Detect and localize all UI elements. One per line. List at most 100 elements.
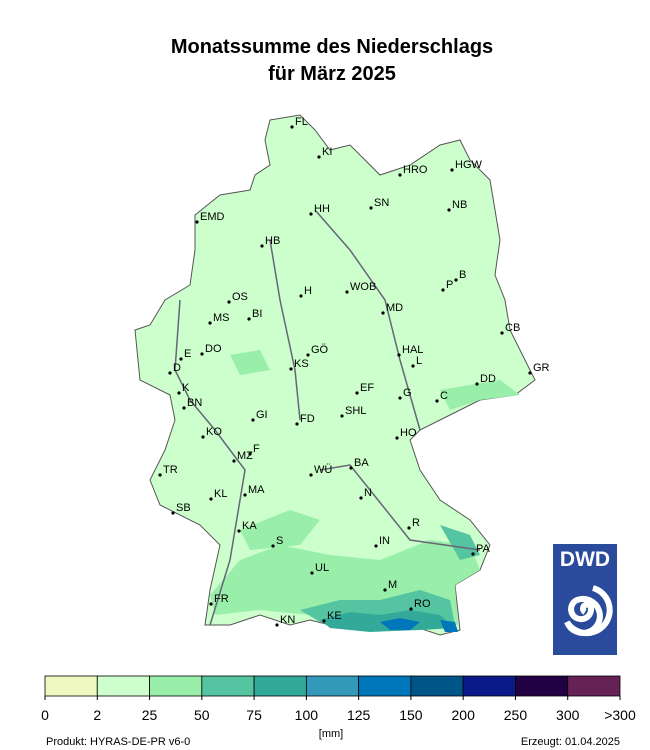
legend-unit: [mm]	[319, 728, 343, 740]
city-label: S	[276, 535, 283, 547]
city-label: C	[440, 390, 448, 402]
city-label: HB	[265, 235, 280, 247]
city-dot	[227, 300, 231, 304]
city-label: KL	[214, 488, 227, 500]
title-line: für März 2025	[268, 63, 396, 85]
river	[174, 209, 481, 626]
city-dot	[251, 418, 255, 422]
city-dot	[310, 571, 314, 575]
city-dot	[409, 607, 413, 611]
city-dot	[248, 452, 252, 456]
city-label: L	[416, 355, 422, 367]
city-label: WOB	[350, 281, 376, 293]
city-dot	[260, 244, 264, 248]
city-dot	[299, 294, 303, 298]
precip-patch	[440, 380, 520, 410]
city-label: HO	[400, 427, 417, 439]
city-dot	[243, 493, 247, 497]
city-dot	[395, 436, 399, 440]
precip-patch	[230, 350, 270, 375]
city-label: IN	[379, 535, 390, 547]
legend-swatch	[253, 675, 307, 697]
city-dot	[177, 391, 181, 395]
city-dot	[179, 357, 183, 361]
city-label: E	[184, 348, 191, 360]
city-dot	[195, 220, 199, 224]
city-label: MZ	[237, 450, 253, 462]
city-dot	[450, 168, 454, 172]
legend-label: 300	[556, 707, 580, 723]
city-label: KE	[327, 610, 342, 622]
city-label: MA	[248, 484, 265, 496]
precip-patch	[440, 620, 458, 632]
legend-swatch	[305, 675, 360, 697]
city-dot	[271, 544, 275, 548]
city-label: HAL	[402, 344, 423, 356]
legend-swatch	[358, 675, 412, 697]
city-dot	[171, 511, 175, 515]
city-dot	[441, 288, 445, 292]
city-dot	[359, 496, 363, 500]
legend-swatch	[462, 675, 516, 697]
city-dot	[374, 544, 378, 548]
precip-patch	[440, 525, 480, 560]
city-label: MS	[213, 312, 230, 324]
city-label: FD	[300, 413, 315, 425]
legend-label: 50	[194, 707, 210, 723]
city-dot	[381, 311, 385, 315]
city-label: M	[388, 579, 397, 591]
legend-swatch	[515, 675, 569, 697]
city-dot	[345, 290, 349, 294]
city-label: R	[412, 517, 420, 529]
city-dot	[209, 602, 213, 606]
city-label: HH	[314, 203, 330, 215]
legend-label: 75	[246, 707, 262, 723]
city-label: PA	[476, 543, 491, 555]
legend-label: 2	[93, 707, 101, 723]
legend: 0 2 25 50 75 100 125 150 200 250 300 >300	[41, 675, 636, 723]
city-dot	[208, 321, 212, 325]
city-dot	[290, 125, 294, 129]
city-dot	[349, 466, 353, 470]
city-dot	[158, 473, 162, 477]
city-dot	[398, 396, 402, 400]
legend-swatch	[410, 675, 464, 697]
city-label: GÖ	[311, 344, 329, 356]
city-dot	[369, 206, 373, 210]
city-label: N	[364, 487, 372, 499]
city-label: KA	[242, 520, 257, 532]
city-label: TR	[163, 464, 178, 476]
title-line: Monatssumme des Niederschlags	[171, 36, 493, 58]
city-dot	[383, 588, 387, 592]
logo-text: DWD	[560, 548, 610, 571]
city-dot	[447, 208, 451, 212]
city-dot	[528, 371, 532, 375]
city-label: KN	[280, 614, 295, 626]
city-dot	[397, 353, 401, 357]
city-dot	[309, 212, 313, 216]
city-label: BI	[252, 308, 262, 320]
city-label: K	[182, 382, 190, 394]
logo-swirl	[564, 585, 613, 637]
city-label: OS	[232, 291, 248, 303]
legend-swatch	[149, 675, 203, 697]
city-dot	[275, 623, 279, 627]
legend-swatch	[201, 675, 255, 697]
legend-label: 250	[504, 707, 528, 723]
legend-label: 25	[142, 707, 158, 723]
city-label: FR	[214, 593, 229, 605]
city-label: KS	[294, 358, 309, 370]
city-label: HGW	[455, 159, 483, 171]
city-dot	[200, 352, 204, 356]
germany-area	[134, 114, 536, 636]
precipitation-patches	[210, 350, 520, 632]
city-label: KO	[206, 426, 222, 438]
city-dot	[306, 353, 310, 357]
city-dot	[500, 331, 504, 335]
city-dot	[355, 391, 359, 395]
city-label: SHL	[345, 405, 366, 417]
city-label: SN	[374, 197, 389, 209]
city-label: MD	[386, 302, 403, 314]
